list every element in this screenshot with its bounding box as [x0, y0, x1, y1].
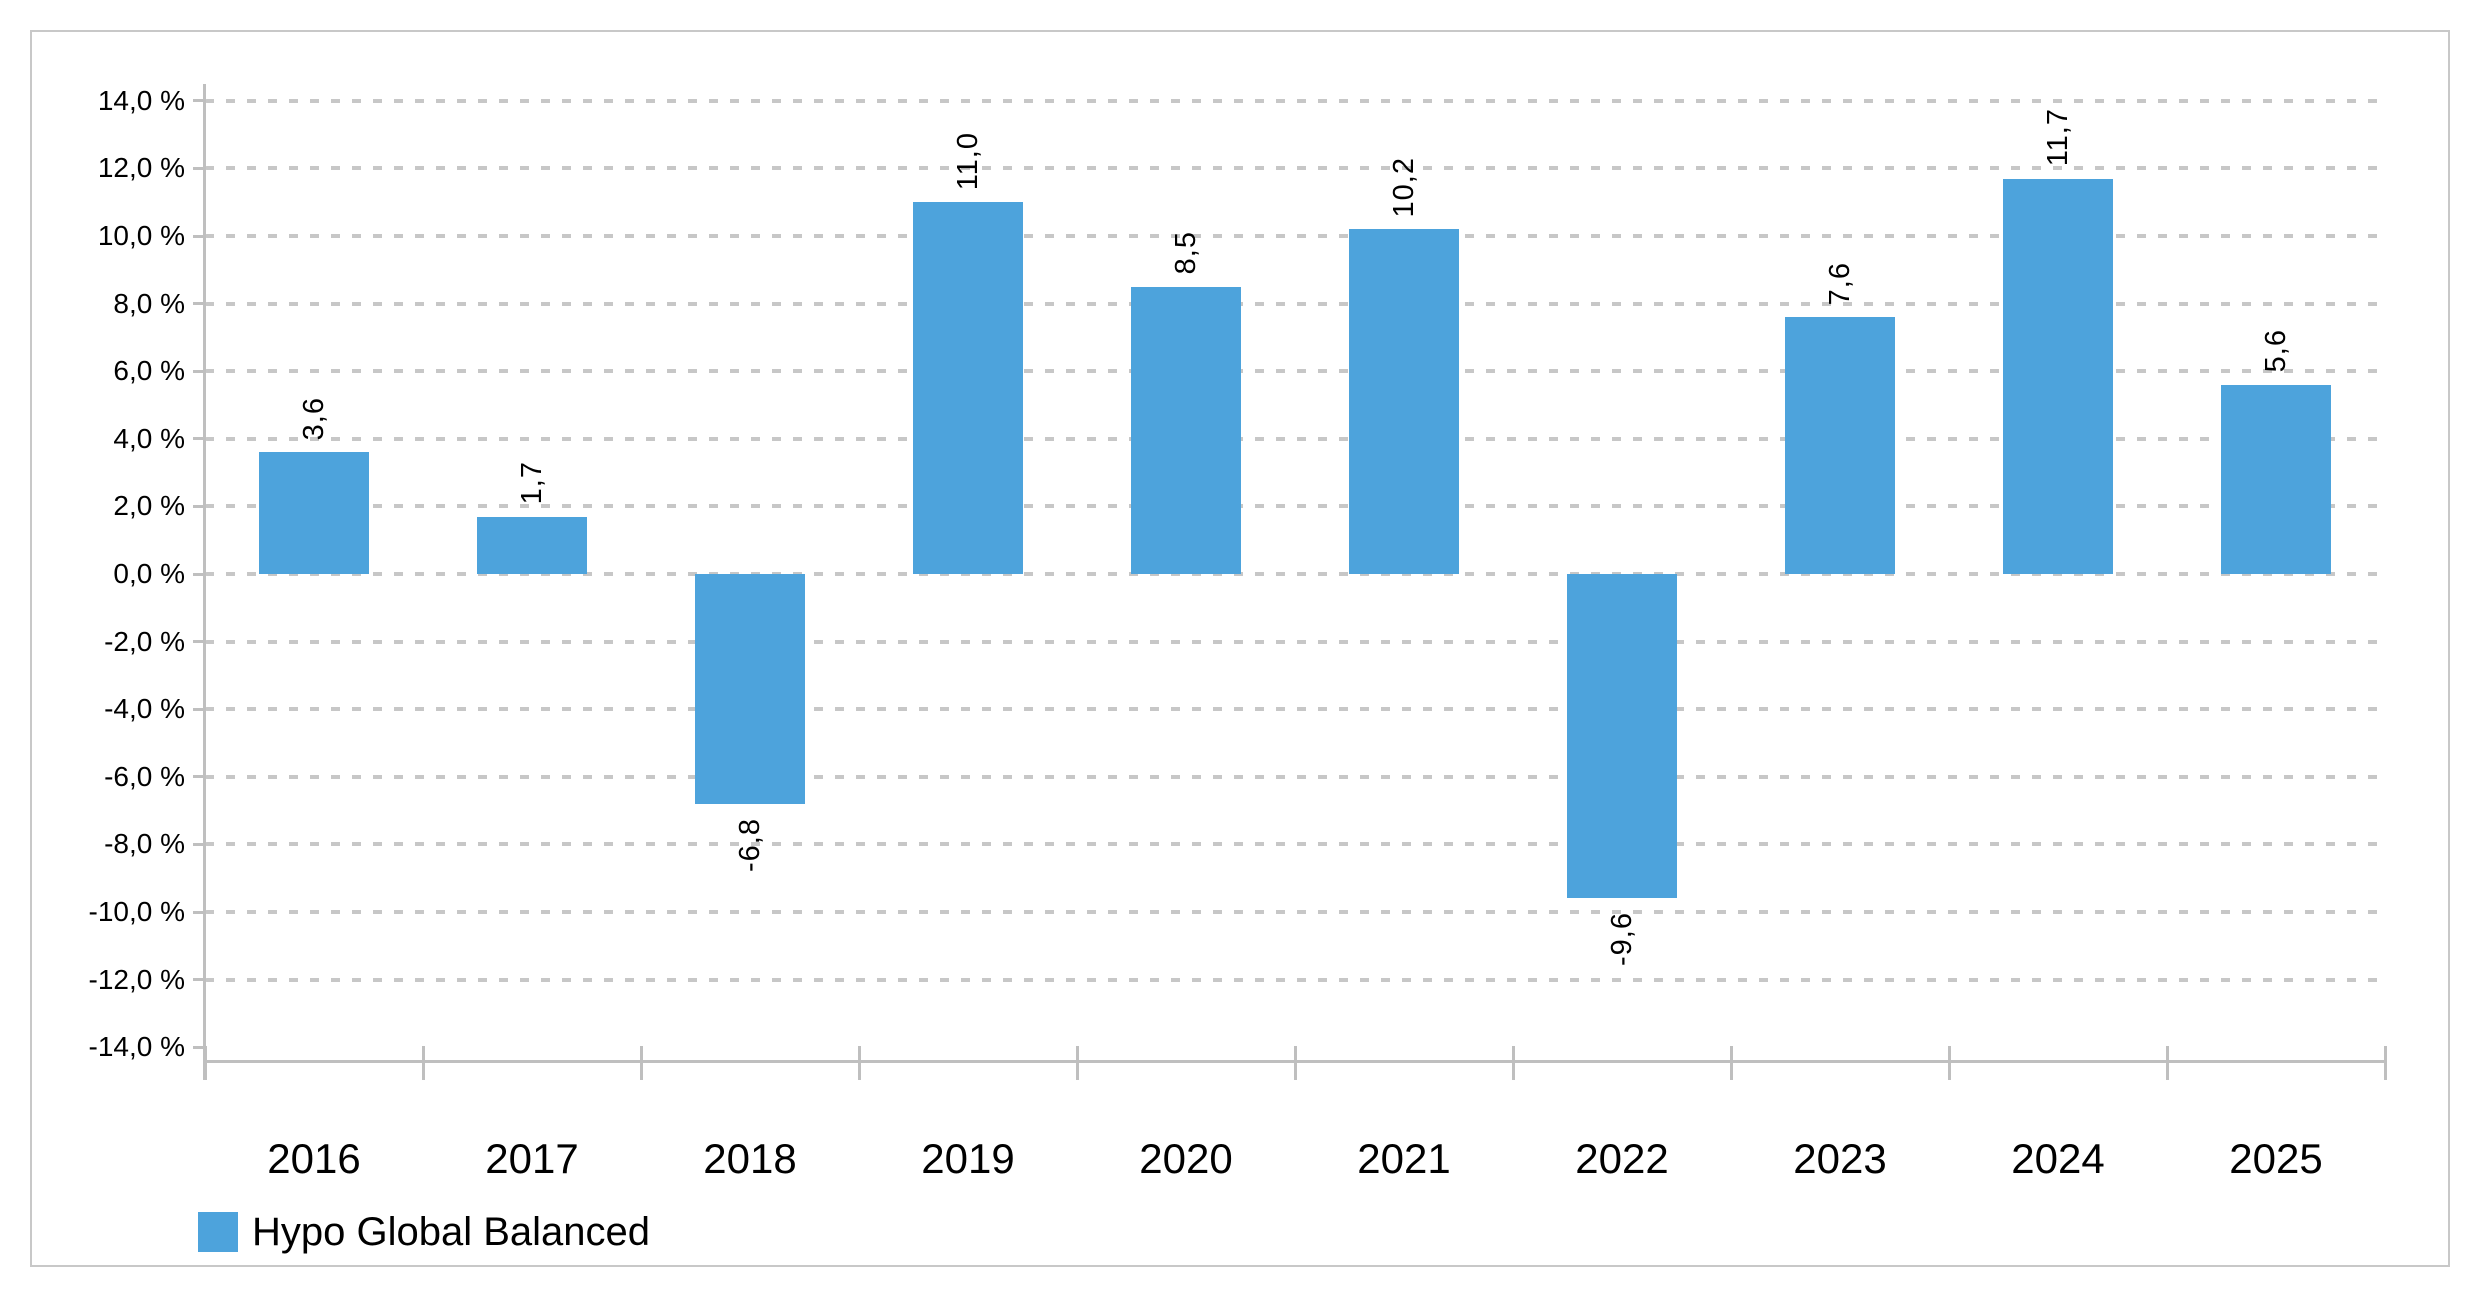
y-axis-tick-label: 10,0 % [97, 220, 185, 251]
x-category-label: 2017 [485, 1135, 579, 1182]
bar-2019 [913, 202, 1023, 574]
gridline [205, 707, 2385, 712]
x-category-label: 2025 [2229, 1135, 2323, 1182]
bar-value-label: 3,6 [298, 397, 330, 441]
bar-2024 [2003, 178, 2113, 574]
y-axis-tick-label: 0,0 % [113, 558, 185, 589]
y-axis-tick-label: 8,0 % [113, 287, 185, 319]
gridline [205, 774, 2385, 779]
bar-2023 [1785, 317, 1895, 574]
gridline [205, 234, 2385, 238]
gridline [205, 504, 2385, 509]
y-axis-tick-mark [193, 775, 204, 779]
y-axis-tick-label: -6,0 % [104, 760, 185, 792]
x-category-label: 2020 [1139, 1135, 1233, 1182]
y-axis-tick-label: 2,0 % [113, 490, 185, 522]
bar-value-label: -6,8 [734, 817, 766, 872]
gridline [205, 639, 2385, 644]
y-axis-tick-mark [193, 369, 204, 373]
y-axis-tick-mark [193, 910, 204, 914]
x-axis-tick-mark [1075, 1046, 1079, 1080]
bar-value-label: 11,7 [2042, 108, 2074, 167]
legend-label: Hypo Global Balanced [252, 1210, 651, 1254]
gridline [205, 910, 2385, 914]
y-axis-tick-mark [193, 234, 204, 238]
x-axis-tick-mark [2383, 1046, 2387, 1080]
bar-2021 [1349, 229, 1459, 574]
legend: Hypo Global Balanced [198, 1210, 650, 1254]
gridline [205, 572, 2385, 576]
y-axis-tick-label: -14,0 % [88, 1031, 186, 1063]
y-axis-tick-label: -2,0 % [104, 625, 185, 657]
y-axis-tick-mark [193, 166, 204, 170]
bar-value-label: 1,7 [516, 461, 548, 505]
gridline [205, 436, 2385, 441]
gridline [205, 842, 2385, 847]
x-axis-tick-mark [1293, 1046, 1297, 1080]
x-axis-tick-mark [2165, 1046, 2169, 1080]
bar-value-label: 8,5 [1170, 231, 1202, 275]
gridline [205, 98, 2385, 103]
bar-value-label: -9,6 [1606, 912, 1638, 967]
gridline [205, 369, 2385, 374]
y-axis-tick-label: 12,0 % [97, 152, 185, 184]
bar-2020 [1131, 286, 1241, 574]
y-axis-tick-label: 6,0 % [113, 355, 185, 387]
x-axis-tick-mark [203, 1046, 207, 1080]
x-category-label: 2019 [921, 1135, 1015, 1182]
x-category-label: 2018 [703, 1135, 797, 1182]
y-axis-tick-label: -4,0 % [104, 693, 185, 725]
x-axis-tick-mark [1729, 1046, 1733, 1080]
gridline [205, 166, 2385, 171]
y-axis-line [203, 84, 206, 1080]
x-category-label: 2023 [1793, 1135, 1887, 1182]
y-axis-tick-label: 4,0 % [113, 422, 185, 454]
bar-value-label: 11,0 [952, 131, 984, 191]
y-axis-tick-mark [193, 707, 204, 711]
gridline [205, 301, 2385, 306]
bar-2025 [2221, 384, 2331, 574]
y-axis-tick-mark [193, 437, 204, 441]
x-axis-tick-mark [421, 1046, 425, 1080]
x-axis-tick-mark [1947, 1046, 1951, 1080]
y-axis-tick-mark [193, 978, 204, 982]
y-axis-tick-mark [193, 842, 204, 846]
gridline [205, 977, 2385, 982]
legend-color-swatch [198, 1212, 238, 1252]
y-axis-tick-label: -12,0 % [88, 963, 186, 995]
bar-2018 [695, 574, 805, 804]
bar-2017 [477, 516, 587, 574]
y-axis-tick-label: -10,0 % [88, 896, 186, 927]
y-axis-tick-mark [193, 99, 204, 103]
x-axis-tick-mark [639, 1046, 643, 1080]
y-axis-tick-mark [193, 572, 204, 576]
bar-value-label: 7,6 [1824, 261, 1856, 306]
x-category-label: 2022 [1575, 1135, 1669, 1182]
y-axis-tick-label: -8,0 % [104, 828, 185, 860]
y-axis-tick-mark [193, 640, 204, 644]
y-axis-tick-label: 14,0 % [97, 84, 185, 116]
y-axis-tick-mark [193, 504, 204, 508]
x-category-label: 2016 [267, 1135, 361, 1182]
bar-2016 [259, 452, 369, 574]
x-axis-tick-mark [1511, 1046, 1515, 1080]
x-category-label: 2021 [1357, 1135, 1451, 1182]
bar-value-label: 5,6 [2260, 329, 2292, 373]
y-axis-tick-mark [193, 302, 204, 306]
x-category-label: 2024 [2011, 1135, 2105, 1182]
y-axis-tick-mark [193, 1045, 204, 1049]
bar-value-label: 10,2 [1388, 156, 1420, 218]
bar-2022 [1567, 574, 1677, 899]
x-axis-tick-mark [857, 1046, 861, 1080]
